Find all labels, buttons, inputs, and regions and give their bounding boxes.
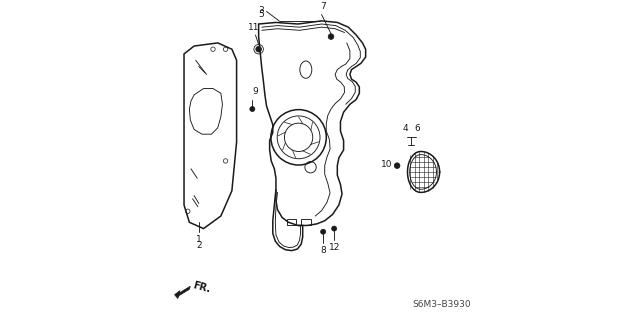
Circle shape bbox=[332, 226, 337, 231]
Text: 7: 7 bbox=[320, 3, 326, 11]
Text: 4: 4 bbox=[403, 123, 408, 133]
Circle shape bbox=[256, 46, 262, 52]
Text: 3: 3 bbox=[258, 6, 264, 15]
Circle shape bbox=[328, 34, 334, 40]
Text: 2: 2 bbox=[196, 241, 202, 250]
Circle shape bbox=[321, 229, 326, 234]
Text: FR.: FR. bbox=[191, 280, 212, 295]
Text: 10: 10 bbox=[381, 160, 392, 168]
Text: 1: 1 bbox=[196, 235, 202, 244]
Circle shape bbox=[250, 107, 255, 112]
Polygon shape bbox=[175, 286, 190, 299]
Circle shape bbox=[394, 163, 400, 168]
Text: 6: 6 bbox=[414, 123, 420, 133]
Text: 11: 11 bbox=[248, 23, 260, 32]
Text: 9: 9 bbox=[253, 87, 259, 96]
Text: 8: 8 bbox=[320, 246, 326, 255]
Text: S6M3–B3930: S6M3–B3930 bbox=[412, 300, 471, 309]
Text: 12: 12 bbox=[328, 243, 340, 252]
Text: 5: 5 bbox=[258, 10, 264, 19]
